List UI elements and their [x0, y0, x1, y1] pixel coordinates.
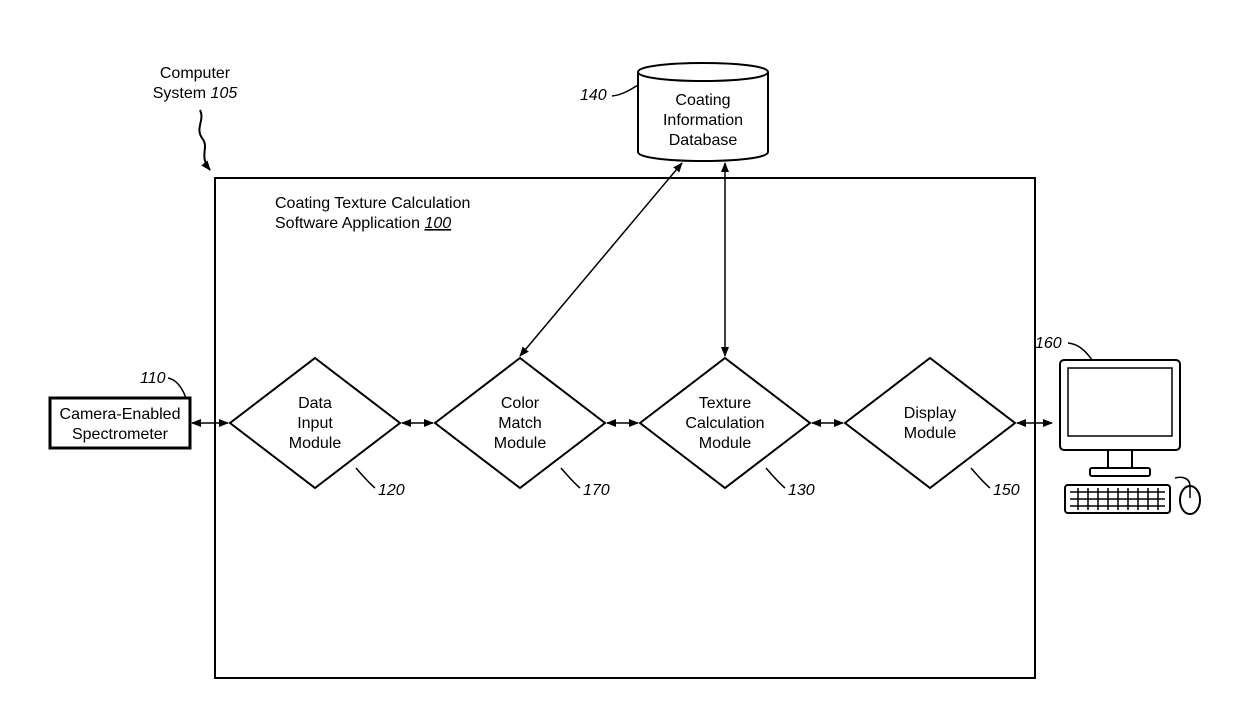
spectrometer-ref: 110 [140, 370, 166, 387]
module-data-input: Data Input Module 120 [230, 358, 405, 499]
texture-line3: Module [699, 435, 752, 452]
computer-ref: 160 [1035, 335, 1062, 352]
color-match-line3: Module [494, 435, 547, 452]
data-input-line3: Module [289, 435, 342, 452]
database-line2: Information [663, 112, 743, 129]
texture-ref: 130 [788, 482, 815, 499]
module-display: Display Module 150 [845, 358, 1020, 499]
display-ref: 150 [993, 482, 1020, 499]
arrow-cm-db [520, 163, 682, 356]
system-label: Computer System 105 [153, 65, 238, 170]
color-match-line1: Color [501, 395, 540, 412]
database-line1: Coating [675, 92, 730, 109]
spectrometer: Camera-Enabled Spectrometer 110 [50, 370, 190, 448]
color-match-ref: 170 [583, 482, 610, 499]
data-input-line2: Input [297, 415, 333, 432]
svg-text:Computer: Computer [160, 65, 231, 82]
app-title-line2: Software Application [275, 215, 420, 232]
texture-line1: Texture [699, 395, 752, 412]
spectrometer-line1: Camera-Enabled [60, 406, 181, 423]
data-input-ref: 120 [378, 482, 405, 499]
app-title-line1: Coating Texture Calculation [275, 195, 470, 212]
display-line1: Display [904, 405, 956, 422]
display-line2: Module [904, 425, 957, 442]
svg-text:Software Application: Software Application 100 [275, 215, 451, 232]
database: Coating Information Database 140 [580, 63, 768, 161]
diagram-canvas: Computer System 105 Coating Texture Calc… [0, 0, 1240, 722]
system-label-line2: System [153, 85, 206, 102]
app-ref: 100 [424, 215, 451, 232]
module-color-match: Color Match Module 170 [435, 358, 610, 499]
texture-line2: Calculation [685, 415, 764, 432]
database-line3: Database [669, 132, 738, 149]
spectrometer-line2: Spectrometer [72, 426, 169, 443]
data-input-line1: Data [298, 395, 332, 412]
color-match-line2: Match [498, 415, 542, 432]
database-ref: 140 [580, 87, 607, 104]
svg-text:System 105: System 105 [153, 85, 238, 102]
system-ref: 105 [211, 85, 238, 102]
system-label-line1: Computer [160, 65, 231, 82]
computer-icon: 160 [1035, 335, 1200, 514]
svg-text:Coating Texture Calculation: Coating Texture Calculation [275, 195, 470, 212]
module-texture: Texture Calculation Module 130 [640, 358, 815, 499]
